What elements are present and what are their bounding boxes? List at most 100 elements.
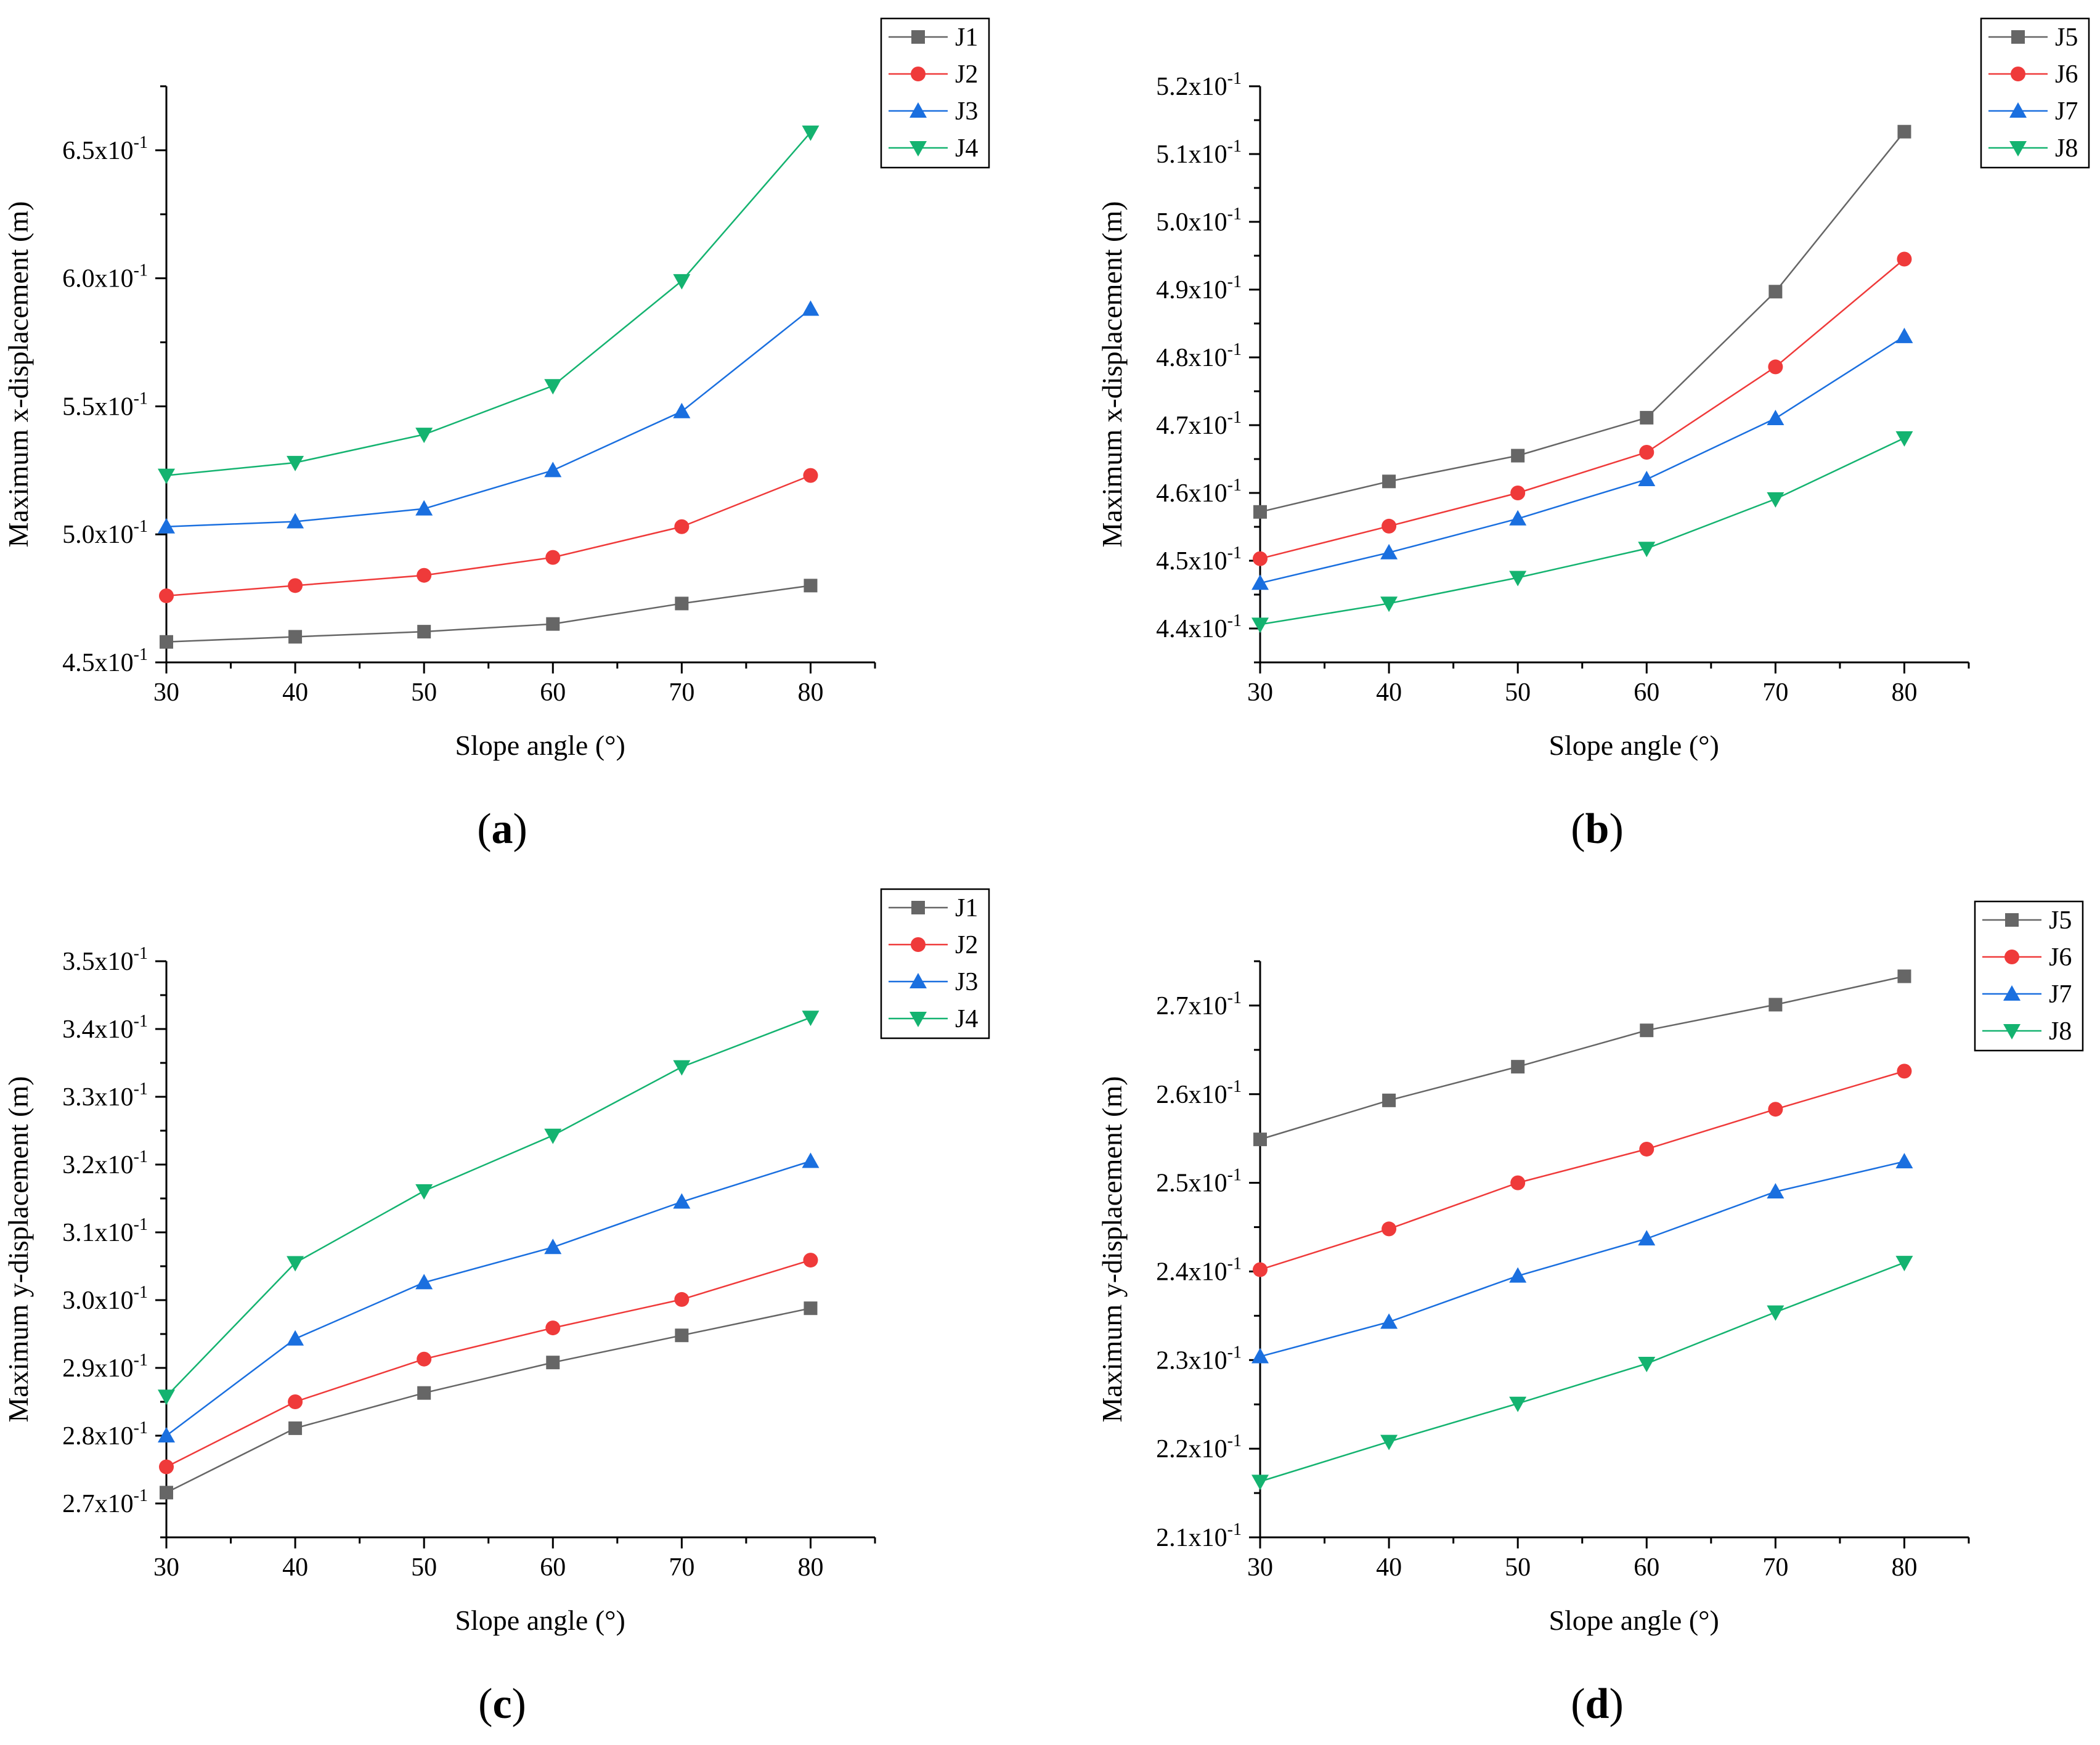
data-point-j6 — [1382, 518, 1397, 534]
data-point-j1 — [804, 1301, 818, 1316]
data-point-j7 — [1767, 1183, 1785, 1198]
x-tick-label: 60 — [1634, 678, 1659, 707]
y-tick-label: 6.0x10-1 — [62, 261, 148, 293]
data-point-j3 — [287, 1330, 304, 1346]
data-point-j8 — [1251, 617, 1269, 633]
x-tick-label: 70 — [669, 678, 694, 707]
legend-label-j2: J2 — [955, 931, 978, 959]
data-point-j3 — [673, 402, 691, 418]
data-point-j6 — [1639, 445, 1654, 460]
panel-caption: (b) — [1571, 805, 1624, 853]
data-point-j4 — [158, 1389, 175, 1405]
legend-box — [1980, 17, 2090, 169]
series-line-j5 — [1260, 131, 1905, 513]
data-point-j7 — [1380, 543, 1398, 559]
legend-label-j1: J1 — [955, 23, 978, 52]
y-tick-label: 4.6x10-1 — [1156, 476, 1242, 508]
panel-caption: (a) — [477, 805, 527, 853]
y-tick-label: 2.1x10-1 — [1156, 1520, 1242, 1552]
series-line-j6 — [1260, 1070, 1905, 1271]
y-tick-label: 3.1x10-1 — [62, 1215, 148, 1247]
series-line-j8 — [1260, 437, 1905, 625]
data-point-j4 — [802, 1011, 820, 1027]
data-point-j7 — [1638, 1230, 1656, 1246]
x-tick-label: 30 — [153, 1553, 179, 1582]
data-point-j4 — [673, 274, 691, 290]
data-point-j3 — [415, 500, 433, 516]
x-tick-label: 30 — [1247, 678, 1273, 707]
series-line-j3 — [166, 308, 812, 528]
data-point-j6 — [1253, 1262, 1268, 1277]
y-axis-title: Maximum x-displacement (m) — [2, 201, 34, 547]
legend-label-j6: J6 — [2049, 943, 2072, 972]
legend-marker-j2 — [911, 937, 926, 952]
data-point-j1 — [546, 617, 560, 631]
data-point-j6 — [1639, 1141, 1654, 1157]
data-point-j3 — [158, 518, 175, 534]
y-tick-label: 5.0x10-1 — [62, 517, 148, 549]
data-point-j1 — [160, 1486, 173, 1500]
x-tick-label: 60 — [1634, 1553, 1659, 1582]
data-point-j4 — [544, 1128, 562, 1144]
data-point-j6 — [1768, 1102, 1783, 1117]
data-point-j8 — [1380, 1434, 1398, 1450]
x-tick-label: 50 — [411, 1553, 437, 1582]
data-point-j7 — [1638, 471, 1656, 486]
legend-marker-j2 — [911, 67, 926, 81]
data-point-j5 — [1511, 1060, 1525, 1074]
data-point-j1 — [288, 1421, 303, 1435]
data-point-j6 — [1897, 1064, 1912, 1079]
data-point-j6 — [1253, 551, 1268, 566]
x-tick-label: 30 — [153, 678, 179, 707]
data-point-j3 — [802, 1152, 820, 1168]
series-line-j2 — [166, 474, 811, 597]
y-tick-label: 2.4x10-1 — [1156, 1254, 1242, 1286]
data-point-j3 — [415, 1274, 433, 1290]
x-tick-label: 80 — [1891, 1553, 1917, 1582]
data-point-j3 — [544, 1239, 562, 1255]
data-point-j2 — [803, 468, 818, 483]
data-point-j4 — [544, 379, 562, 395]
y-tick-label: 2.8x10-1 — [62, 1418, 148, 1450]
data-point-j3 — [802, 300, 820, 316]
data-point-j8 — [1767, 1305, 1785, 1321]
data-point-j5 — [1382, 1093, 1396, 1107]
y-tick-label: 3.3x10-1 — [62, 1080, 148, 1112]
data-point-j2 — [674, 1291, 690, 1307]
series-line-j2 — [166, 1259, 811, 1468]
legend-marker-j4 — [910, 1012, 927, 1027]
legend-marker-j4 — [910, 141, 927, 157]
data-point-j6 — [1768, 359, 1783, 375]
y-tick-label: 4.5x10-1 — [1156, 543, 1242, 576]
x-tick-label: 60 — [540, 678, 566, 707]
data-point-j5 — [1897, 124, 1911, 139]
y-tick-label: 6.5x10-1 — [62, 133, 148, 165]
legend-marker-j8 — [2009, 141, 2027, 157]
series-line-j5 — [1260, 975, 1905, 1141]
legend: J5 J6 J7 J8 — [1980, 17, 2090, 169]
panel-caption: (d) — [1571, 1680, 1624, 1728]
data-point-j8 — [1380, 596, 1398, 612]
y-axis-title: Maximum x-displacement (m) — [1096, 201, 1128, 547]
legend-marker-j6 — [2011, 67, 2025, 81]
data-point-j8 — [1509, 571, 1527, 587]
chart-panel-b: 30 40 50 60 70 80 4.4x10-1 4.5x10-1 4.6x10-1 4.7x… — [1096, 17, 2090, 853]
data-point-j5 — [1382, 474, 1396, 489]
y-tick-label: 2.9x10-1 — [62, 1351, 148, 1383]
data-point-j8 — [1895, 1256, 1913, 1272]
x-tick-label: 50 — [1505, 1553, 1531, 1582]
data-point-j1 — [675, 1328, 689, 1343]
legend-marker-j3 — [910, 102, 927, 118]
legend-label-j3: J3 — [955, 968, 978, 996]
data-point-j2 — [288, 578, 303, 593]
data-point-j8 — [1638, 1357, 1656, 1373]
legend-box — [1974, 900, 2084, 1052]
data-point-j6 — [1510, 1175, 1526, 1190]
legend-label-j8: J8 — [2055, 134, 2078, 163]
series-line-j8 — [1260, 1261, 1905, 1483]
data-point-j6 — [1382, 1221, 1397, 1237]
y-tick-label: 2.7x10-1 — [62, 1486, 148, 1518]
data-point-j1 — [288, 630, 303, 644]
data-point-j6 — [1510, 486, 1526, 500]
data-point-j7 — [1251, 574, 1269, 590]
